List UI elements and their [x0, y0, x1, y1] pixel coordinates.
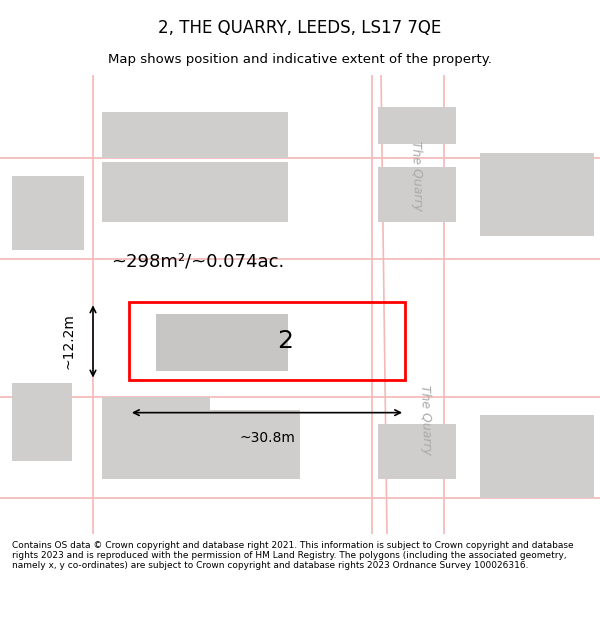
Bar: [378, 107, 456, 144]
Bar: [156, 314, 288, 371]
Bar: [480, 415, 594, 498]
Bar: [12, 176, 84, 249]
Bar: [180, 411, 300, 479]
Text: The Quarry: The Quarry: [418, 384, 434, 455]
Bar: [378, 424, 456, 479]
Text: The Quarry: The Quarry: [409, 141, 425, 211]
Bar: [102, 112, 186, 158]
Bar: [12, 382, 72, 461]
Text: Map shows position and indicative extent of the property.: Map shows position and indicative extent…: [108, 52, 492, 66]
Text: 2: 2: [277, 329, 293, 353]
Bar: [180, 162, 288, 222]
Bar: [180, 112, 288, 158]
Text: 2, THE QUARRY, LEEDS, LS17 7QE: 2, THE QUARRY, LEEDS, LS17 7QE: [158, 19, 442, 37]
Bar: [480, 153, 594, 236]
Text: ~30.8m: ~30.8m: [239, 431, 295, 445]
Text: ~298m²/~0.074ac.: ~298m²/~0.074ac.: [111, 252, 284, 270]
Bar: [102, 162, 186, 222]
Bar: [378, 167, 456, 222]
Text: ~12.2m: ~12.2m: [61, 314, 75, 369]
Bar: [102, 397, 210, 479]
Text: Contains OS data © Crown copyright and database right 2021. This information is : Contains OS data © Crown copyright and d…: [12, 541, 574, 571]
Bar: [129, 302, 405, 381]
